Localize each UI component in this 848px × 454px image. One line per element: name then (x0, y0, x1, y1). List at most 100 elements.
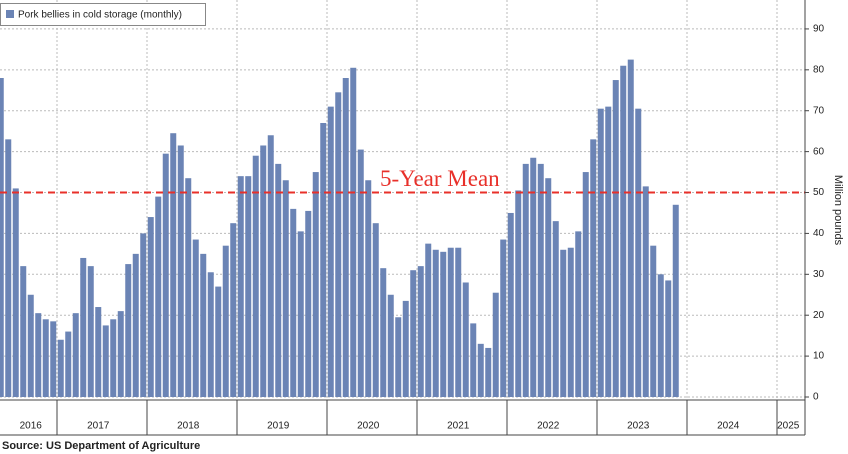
bar (477, 343, 484, 397)
bar (290, 208, 297, 397)
x-tick-label: 2024 (717, 421, 740, 432)
x-tick-label: 2017 (87, 421, 110, 432)
bar (110, 319, 117, 397)
bar (260, 145, 267, 397)
bar (35, 313, 42, 397)
x-tick-label: 2025 (777, 421, 800, 432)
bar (372, 223, 379, 397)
bar (12, 188, 19, 397)
bar (5, 139, 12, 397)
bar (170, 133, 177, 397)
bar (582, 172, 589, 397)
bar (207, 272, 214, 397)
y-axis-label: Million pounds (832, 175, 844, 246)
bar (455, 247, 462, 397)
x-tick-label: 2021 (447, 421, 470, 432)
bar (80, 257, 87, 397)
y-tick-label: 70 (813, 105, 825, 116)
bar (470, 323, 477, 397)
bar (462, 282, 469, 397)
bar (155, 196, 162, 397)
bar (192, 239, 199, 397)
bar (125, 264, 132, 397)
bar (237, 176, 244, 397)
y-tick-label: 60 (813, 146, 825, 157)
bar (605, 106, 612, 397)
bar (522, 163, 529, 397)
bar (200, 253, 207, 397)
bar (417, 266, 424, 397)
bar (395, 317, 402, 397)
bar (642, 186, 649, 397)
bar (327, 106, 334, 397)
x-tick-label: 2019 (267, 421, 290, 432)
bar (177, 145, 184, 397)
bar (672, 204, 679, 397)
y-tick-label: 40 (813, 228, 825, 239)
y-tick-label: 20 (813, 310, 825, 321)
bar (335, 92, 342, 397)
bar (252, 155, 259, 397)
bar (65, 331, 72, 397)
bar (342, 78, 349, 398)
legend-label: Pork bellies in cold storage (monthly) (18, 10, 182, 21)
bar (350, 67, 357, 397)
bar (402, 300, 409, 397)
bar (380, 268, 387, 397)
bar (230, 223, 237, 397)
bar (635, 108, 642, 397)
bar (387, 294, 394, 397)
bar (50, 321, 57, 397)
bar (140, 233, 147, 397)
plot (0, 0, 805, 435)
bar (597, 108, 604, 397)
bar (95, 307, 102, 397)
bar (507, 212, 514, 397)
y-tick-label: 30 (813, 269, 825, 280)
x-tick-label: 2022 (537, 421, 560, 432)
bar (560, 249, 567, 397)
bar (102, 325, 109, 397)
bar (312, 172, 319, 397)
bar (42, 319, 49, 397)
bar (162, 153, 169, 397)
bar (410, 270, 417, 397)
y-tick-label: 90 (813, 24, 825, 35)
bar (612, 80, 619, 398)
y-tick-label: 50 (813, 187, 825, 198)
bar (305, 210, 312, 397)
bar (440, 251, 447, 397)
bar (365, 180, 372, 397)
bar (545, 178, 552, 397)
bar (500, 239, 507, 397)
bar (27, 294, 34, 397)
bar (665, 280, 672, 397)
bar (72, 313, 79, 397)
legend-box (0, 3, 206, 26)
source: Source: US Department of Agriculture (2, 440, 200, 452)
bar (357, 149, 364, 397)
bar (515, 190, 522, 397)
bar (432, 249, 439, 397)
legend-swatch (6, 10, 14, 18)
bar (530, 157, 537, 397)
bar (492, 292, 499, 397)
bar (132, 253, 139, 397)
bar (627, 59, 634, 397)
y-tick-label: 80 (813, 64, 825, 75)
y-tick-label: 0 (813, 392, 819, 403)
x-tick-label: 2016 (20, 421, 43, 432)
bar (87, 266, 94, 397)
y-tick-label: 10 (813, 351, 825, 362)
bar (575, 231, 582, 397)
bar (620, 65, 627, 398)
x-tick-label: 2020 (357, 421, 380, 432)
bar (245, 176, 252, 397)
legend: Pork bellies in cold storage (monthly) (0, 3, 206, 26)
bar (297, 231, 304, 397)
bar (485, 347, 492, 397)
bar (185, 178, 192, 397)
bar (147, 217, 154, 397)
bar (425, 243, 432, 397)
